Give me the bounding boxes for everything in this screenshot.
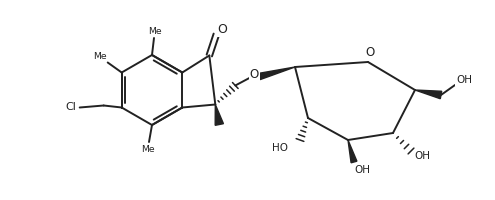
Polygon shape (348, 140, 357, 163)
Polygon shape (258, 67, 295, 80)
Polygon shape (215, 104, 223, 125)
Text: Me: Me (141, 144, 155, 154)
Text: HO: HO (272, 143, 288, 153)
Text: OH: OH (354, 165, 370, 175)
Polygon shape (415, 90, 442, 99)
Text: O: O (249, 68, 259, 81)
Text: OH: OH (414, 151, 430, 161)
Text: Me: Me (148, 26, 162, 36)
Text: O: O (217, 23, 227, 36)
Text: Me: Me (93, 52, 106, 61)
Text: OH: OH (456, 75, 472, 85)
Text: O: O (365, 46, 375, 58)
Text: Cl: Cl (65, 102, 76, 112)
